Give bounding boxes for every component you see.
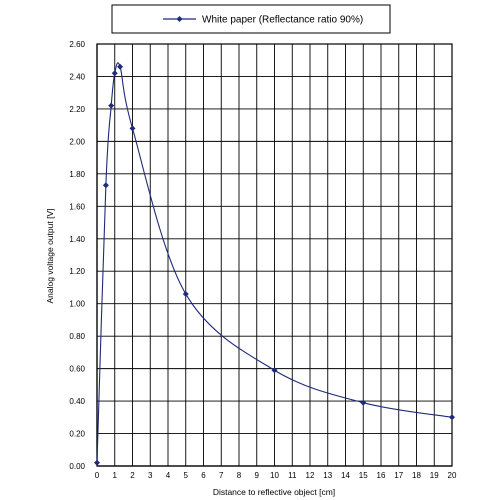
x-tick-label: 5	[184, 471, 189, 480]
y-tick-label: 1.60	[69, 202, 85, 211]
y-tick-label: 1.20	[69, 267, 85, 276]
y-tick-label: 1.00	[69, 300, 85, 309]
x-tick-label: 18	[412, 471, 421, 480]
data-point	[102, 182, 109, 189]
x-tick-label: 12	[306, 471, 315, 480]
x-tick-label: 7	[219, 471, 224, 480]
x-tick-label: 6	[201, 471, 206, 480]
x-tick-label: 9	[255, 471, 260, 480]
series	[94, 62, 455, 466]
x-tick-label: 20	[448, 471, 457, 480]
x-tick-label: 0	[95, 471, 100, 480]
y-tick-label: 0.80	[69, 332, 85, 341]
data-point	[111, 70, 118, 77]
legend: White paper (Reflectance ratio 90%)	[111, 4, 391, 34]
data-point	[182, 290, 189, 297]
data-point	[94, 459, 100, 466]
x-tick-label: 1	[113, 471, 118, 480]
y-axis-label: Analog voltage output [V]	[45, 209, 55, 304]
legend-marker-icon	[176, 16, 183, 22]
x-tick-label: 11	[288, 471, 297, 480]
x-tick-label: 10	[270, 471, 279, 480]
x-tick-label: 15	[359, 471, 368, 480]
x-tick-label: 17	[394, 471, 403, 480]
y-tick-label: 2.40	[69, 72, 85, 81]
y-tick-label: 1.80	[69, 170, 85, 179]
data-point	[117, 63, 124, 70]
grid	[96, 43, 453, 467]
y-tick-label: 0.40	[69, 397, 85, 406]
y-tick-label: 1.40	[69, 235, 85, 244]
legend-label: White paper (Reflectance ratio 90%)	[202, 15, 363, 26]
x-tick-label: 14	[341, 471, 350, 480]
data-point	[129, 125, 136, 132]
data-point	[271, 367, 278, 374]
x-tick-label: 2	[130, 471, 135, 480]
y-tick-labels: 0.00 0.20 0.40 0.60 0.80 1.00 1.20 1.40 1.60 1.80…	[69, 40, 85, 471]
plot-border	[96, 43, 453, 467]
y-tick-label: 0.20	[69, 430, 85, 439]
x-tick-label: 8	[237, 471, 242, 480]
legend-box	[111, 4, 391, 34]
y-tick-label: 0.60	[69, 365, 85, 374]
x-tick-labels: 0 1 2 3 4 5 6 7 8 9 10 11 12 13 14 15 16 17 18 19 20	[95, 471, 457, 480]
data-point	[108, 102, 115, 109]
x-tick-label: 3	[148, 471, 153, 480]
x-axis-label: Distance to reflective object [cm]	[213, 487, 335, 497]
y-tick-label: 2.20	[69, 105, 85, 114]
x-tick-label: 13	[323, 471, 332, 480]
x-tick-label: 19	[430, 471, 439, 480]
data-point	[360, 399, 367, 406]
y-tick-label: 0.00	[69, 462, 85, 471]
x-tick-label: 4	[166, 471, 171, 480]
y-tick-label: 2.60	[69, 40, 85, 49]
y-tick-label: 2.00	[69, 137, 85, 146]
data-point	[449, 414, 455, 421]
x-tick-label: 16	[377, 471, 386, 480]
